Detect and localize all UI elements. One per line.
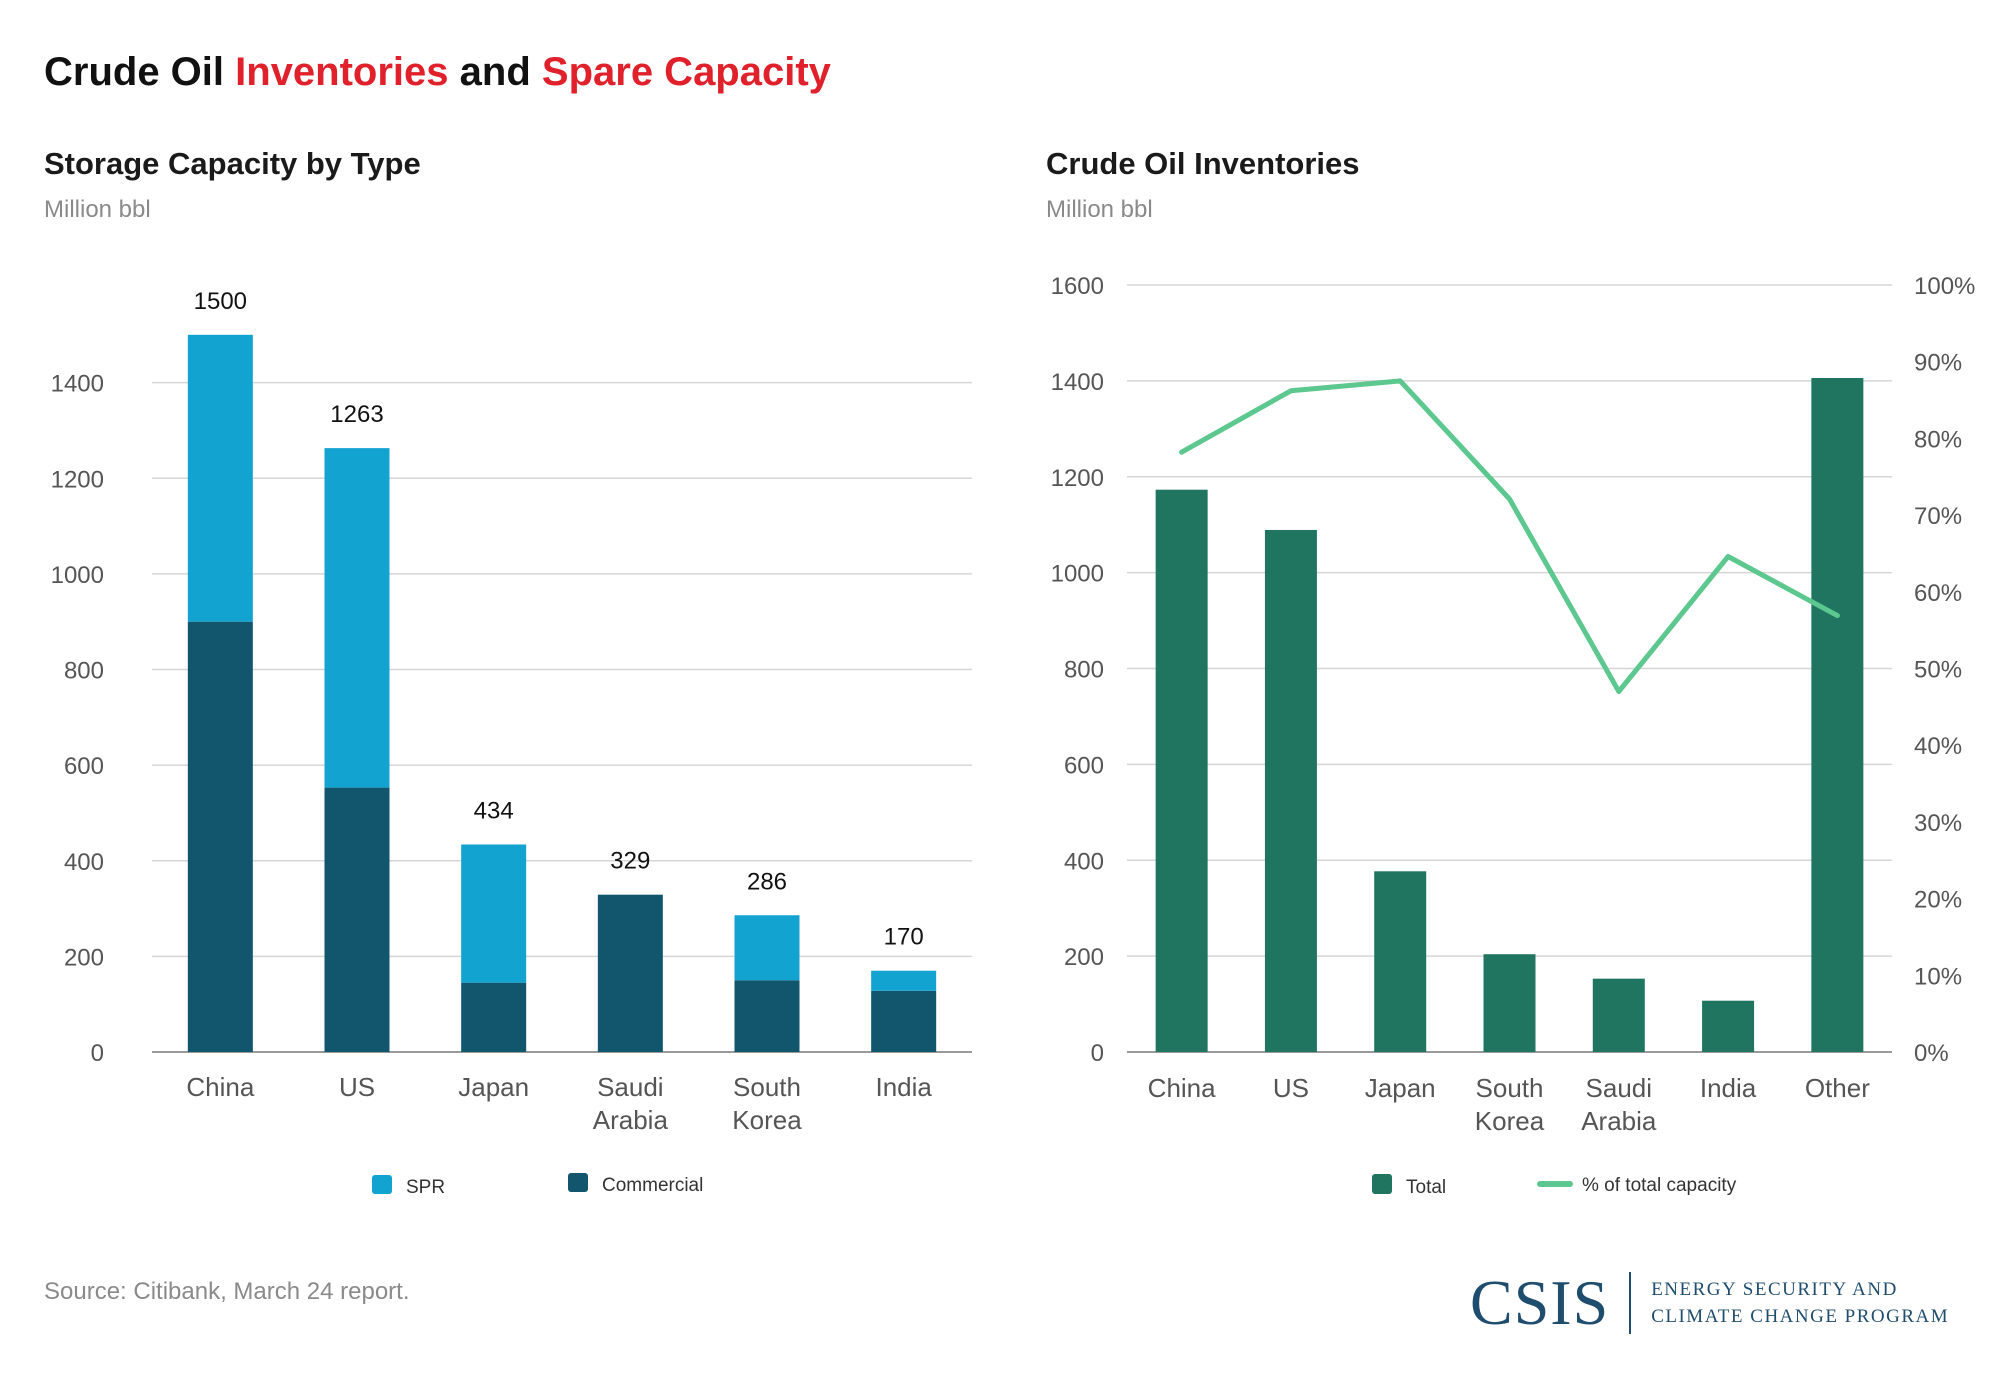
title-part-2: Inventories	[235, 50, 449, 94]
logo-divider	[1629, 1272, 1632, 1334]
inventories-bar-other	[1811, 377, 1864, 1052]
inventories-y-tick-right-40: 40%	[1914, 733, 1962, 760]
title-part-1: Crude Oil	[44, 50, 236, 94]
inventories-legend-swatch-total	[1372, 1174, 1392, 1194]
title-part-4: Spare Capacity	[541, 50, 831, 94]
inventories-y-tick-right-10: 10%	[1914, 963, 1962, 990]
inventories-bar-saudi-arabia	[1592, 978, 1645, 1052]
storage-bar-commercial-saudi-arabia	[597, 894, 663, 1052]
inventories-y-tick-right-20: 20%	[1914, 887, 1962, 914]
inventories-chart-unit: Million bbl	[1046, 196, 1153, 223]
inventories-y-tick-right-0: 0%	[1914, 1040, 1949, 1067]
storage-y-tick-1400: 1400	[51, 371, 104, 398]
storage-bar-commercial-china	[187, 621, 253, 1052]
inventories-legend-label-pct: % of total capacity	[1582, 1175, 1737, 1196]
inventories-y-tick-left-1000: 1000	[1051, 561, 1104, 588]
inventories-x-label-india: India	[1700, 1073, 1757, 1103]
storage-chart-unit: Million bbl	[44, 196, 151, 223]
storage-bar-commercial-japan	[461, 982, 527, 1052]
inventories-chart-title: Crude Oil Inventories	[1046, 146, 1360, 181]
storage-y-tick-600: 600	[64, 753, 104, 780]
main-title: Crude Oil Inventories and Spare Capacity	[44, 50, 831, 95]
inventories-y-tick-left-400: 400	[1064, 848, 1104, 875]
storage-legend-label-spr: SPR	[406, 1177, 445, 1198]
inventories-y-tick-left-0: 0	[1091, 1040, 1104, 1067]
logo-program-line-2: CLIMATE CHANGE PROGRAM	[1651, 1306, 1950, 1327]
inventories-y-tick-left-600: 600	[1064, 752, 1104, 779]
storage-x-label-china: China	[186, 1072, 254, 1102]
inventories-x-label-other: Other	[1805, 1073, 1870, 1103]
storage-total-label-south-korea: 286	[747, 868, 787, 895]
inventories-x-label-saudi-arabia: Saudi Arabia	[1581, 1073, 1657, 1136]
inventories-y-tick-left-1400: 1400	[1051, 369, 1104, 396]
inventories-bar-japan	[1374, 871, 1427, 1052]
storage-legend-swatch-commercial	[568, 1173, 588, 1192]
inventories-y-tick-left-1600: 1600	[1051, 273, 1104, 300]
storage-y-tick-1000: 1000	[51, 562, 104, 589]
storage-bar-commercial-us	[324, 787, 390, 1052]
logo-mark: CSIS	[1470, 1267, 1610, 1338]
inventories-y-tick-right-70: 70%	[1914, 503, 1962, 530]
storage-bar-spr-china	[187, 334, 253, 622]
storage-total-label-japan: 434	[474, 797, 514, 824]
storage-y-tick-400: 400	[64, 849, 104, 876]
inventories-bar-us	[1264, 529, 1317, 1052]
storage-x-label-us: US	[339, 1072, 375, 1102]
inventories-bar-south-korea	[1483, 954, 1536, 1052]
storage-y-tick-200: 200	[64, 944, 104, 971]
inventories-y-tick-right-60: 60%	[1914, 580, 1962, 607]
storage-total-label-china: 1500	[194, 288, 247, 315]
inventories-x-label-japan: Japan	[1365, 1073, 1436, 1103]
inventories-y-tick-right-30: 30%	[1914, 810, 1962, 837]
storage-bar-spr-south-korea	[734, 915, 800, 981]
storage-y-tick-1200: 1200	[51, 466, 104, 493]
csis-logo: CSIS ENERGY SECURITY AND CLIMATE CHANGE …	[1470, 1268, 1949, 1338]
storage-y-tick-0: 0	[91, 1040, 104, 1067]
inventories-y-tick-right-100: 100%	[1914, 273, 1975, 300]
inventories-y-tick-right-80: 80%	[1914, 426, 1962, 453]
inventories-y-tick-left-800: 800	[1064, 657, 1104, 684]
storage-bar-commercial-india	[871, 990, 937, 1052]
storage-x-label-india: India	[875, 1072, 932, 1102]
storage-x-label-japan: Japan	[458, 1072, 529, 1102]
inventories-y-tick-right-90: 90%	[1914, 350, 1962, 377]
logo-program-name: ENERGY SECURITY AND CLIMATE CHANGE PROGR…	[1651, 1276, 1949, 1330]
storage-legend-label-commercial: Commercial	[602, 1175, 703, 1196]
inventories-x-label-south-korea: South Korea	[1475, 1073, 1545, 1136]
storage-x-label-south-korea: South Korea	[732, 1072, 802, 1135]
inventories-pct-line	[1179, 378, 1840, 694]
inventories-x-label-us: US	[1273, 1073, 1309, 1103]
storage-total-label-saudi-arabia: 329	[610, 848, 650, 875]
inventories-y-tick-right-50: 50%	[1914, 657, 1962, 684]
storage-chart-title: Storage Capacity by Type	[44, 146, 421, 181]
storage-x-label-saudi-arabia: Saudi Arabia	[593, 1072, 669, 1135]
storage-bar-commercial-south-korea	[734, 980, 800, 1052]
source-note: Source: Citibank, March 24 report.	[44, 1278, 410, 1305]
storage-legend-swatch-spr	[372, 1175, 392, 1194]
inventories-x-label-china: China	[1148, 1073, 1216, 1103]
logo-program-line-1: ENERGY SECURITY AND	[1651, 1279, 1898, 1300]
storage-bar-spr-india	[871, 970, 937, 991]
inventories-legend-label-total: Total	[1406, 1177, 1446, 1198]
storage-bar-spr-us	[324, 448, 390, 788]
inventories-y-tick-left-1200: 1200	[1051, 465, 1104, 492]
title-part-3: and	[448, 50, 542, 94]
inventories-bar-india	[1702, 1000, 1755, 1052]
storage-total-label-india: 170	[884, 924, 924, 951]
storage-y-tick-800: 800	[64, 658, 104, 685]
inventories-y-tick-left-200: 200	[1064, 944, 1104, 971]
storage-total-label-us: 1263	[330, 401, 383, 428]
storage-bar-spr-japan	[461, 844, 527, 983]
inventories-bar-china	[1155, 489, 1208, 1052]
